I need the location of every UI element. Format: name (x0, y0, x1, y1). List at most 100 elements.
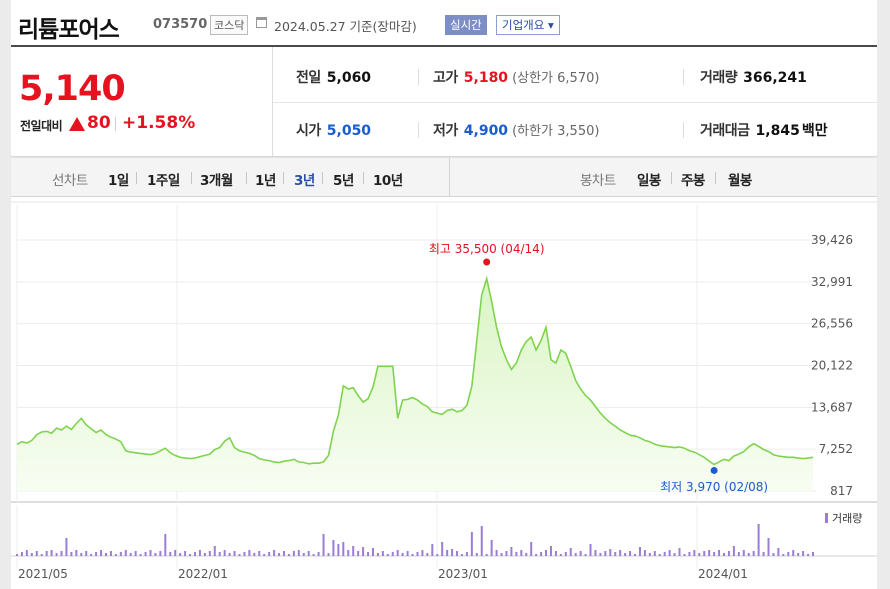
tab-group-divider (449, 158, 450, 196)
volume-bar (698, 553, 701, 556)
volume-bar (203, 553, 206, 556)
volume-bar (569, 548, 572, 556)
volume-bar (297, 550, 300, 556)
volume-bar (292, 551, 295, 556)
volume-bar (233, 551, 236, 556)
volume-bar (688, 552, 691, 556)
y-tick-label: 39,426 (811, 233, 853, 247)
prev-close-value: 5,060 (326, 70, 372, 86)
tab-monthly[interactable]: 월봉 (728, 173, 752, 189)
volume-bar (604, 551, 607, 556)
volume-bar (154, 553, 157, 556)
volume-bar (594, 550, 597, 556)
y-tick-label: 13,687 (811, 400, 853, 414)
volume-bar (599, 553, 602, 556)
y-tick-label: 26,556 (811, 317, 853, 331)
volume-bar (792, 550, 795, 556)
volume-bar (718, 550, 721, 556)
volume-bar (465, 552, 468, 556)
tab-3m[interactable]: 3개월 (200, 173, 233, 189)
volume-label: 거래량 (700, 70, 738, 86)
volume-bar (505, 551, 508, 556)
tab-daily[interactable]: 일봉 (637, 173, 661, 189)
x-axis: 2021/05 2022/01 2023/01 2024/01 (18, 567, 748, 581)
volume-legend: 거래량 (832, 512, 862, 525)
volume-bar (307, 551, 310, 556)
tab-10y[interactable]: 10년 (373, 173, 403, 189)
price-line (16, 275, 814, 466)
volume-bar (25, 550, 28, 556)
volume-bar (683, 554, 686, 556)
volume-bar (643, 550, 646, 556)
volume-bar (391, 552, 394, 556)
volume-bar (381, 551, 384, 556)
realtime-button[interactable]: 실시간 (445, 15, 487, 35)
line-chart-label: 선차트 (52, 173, 88, 189)
y-tick-label: 32,991 (811, 275, 853, 289)
volume-bar (80, 553, 83, 556)
volume-bar (85, 551, 88, 556)
change-label: 전일대비 (20, 119, 63, 133)
volume-bar (238, 554, 241, 556)
volume-bar (693, 550, 696, 556)
volume-bar (426, 553, 429, 556)
tab-weekly[interactable]: 주봉 (681, 173, 705, 189)
prev-close: 전일 5,060 (296, 67, 371, 87)
tab-divider (191, 172, 192, 184)
x-tick-label: 2021/05 (18, 567, 68, 581)
volume-bar (732, 546, 735, 556)
volume-bar (470, 532, 473, 556)
volume-bar (129, 553, 132, 556)
volume-bar (441, 542, 444, 556)
volume-bar (624, 553, 627, 556)
high-price: 고가 5,180 (상한가 6,570) (433, 67, 599, 87)
volume-bar (362, 547, 365, 556)
x-tick-label: 2023/01 (438, 567, 488, 581)
tab-divider (136, 172, 137, 184)
tab-divider (246, 172, 247, 184)
volume-bar (549, 546, 552, 556)
volume-bar (411, 554, 414, 556)
tab-1d[interactable]: 1일 (108, 173, 129, 189)
volume-bar (540, 552, 543, 556)
tab-1w[interactable]: 1주일 (147, 173, 180, 189)
trade-amount: 거래대금 1,845 백만 (700, 120, 828, 140)
change-percent: +1.58% (122, 113, 196, 133)
tab-5y[interactable]: 5년 (333, 173, 354, 189)
volume-bar (579, 551, 582, 556)
current-price: 5,140 (19, 69, 126, 109)
volume-bar (525, 553, 528, 556)
volume-bar (495, 550, 498, 556)
volume-bar (653, 551, 656, 556)
volume-bar (396, 550, 399, 556)
tab-1y[interactable]: 1년 (255, 173, 276, 189)
volume-bar (545, 550, 548, 556)
volume-bar (282, 551, 285, 556)
volume-bar (446, 550, 449, 556)
volume-bar (767, 538, 770, 556)
company-overview-dropdown[interactable]: 기업개요 ▾ (496, 15, 560, 35)
price-chart[interactable]: 39,426 32,991 26,556 20,122 13,687 7,252 817 2… (11, 0, 877, 589)
low-price: 저가 4,900 (하한가 3,550) (433, 120, 599, 140)
y-tick-label: 7,252 (819, 442, 853, 456)
volume-bar (139, 554, 142, 556)
candle-chart-label: 봉차트 (580, 173, 616, 189)
low-label: 저가 (433, 123, 458, 139)
volume-bar (268, 552, 271, 556)
volume-bar (752, 551, 755, 556)
quote-panel: 5,140 전일대비 80 +1.58% 전일 5,060 고가 5,180 (상한가… (11, 47, 877, 157)
y-axis: 39,426 32,991 26,556 20,122 13,687 7,252 817 (811, 233, 853, 498)
quote-row-divider (273, 102, 877, 103)
volume-bar (119, 552, 122, 556)
volume-bar (678, 548, 681, 556)
y-tick-label: 817 (830, 484, 853, 498)
volume-bar (802, 551, 805, 556)
cell-divider (418, 69, 419, 85)
up-triangle-icon (69, 117, 85, 131)
volume-bar (812, 552, 814, 556)
volume-bar (332, 540, 335, 556)
volume-bar (228, 553, 231, 556)
volume-bar (134, 551, 137, 556)
tab-3y[interactable]: 3년 (294, 173, 315, 189)
y-tick-label: 20,122 (811, 359, 853, 373)
